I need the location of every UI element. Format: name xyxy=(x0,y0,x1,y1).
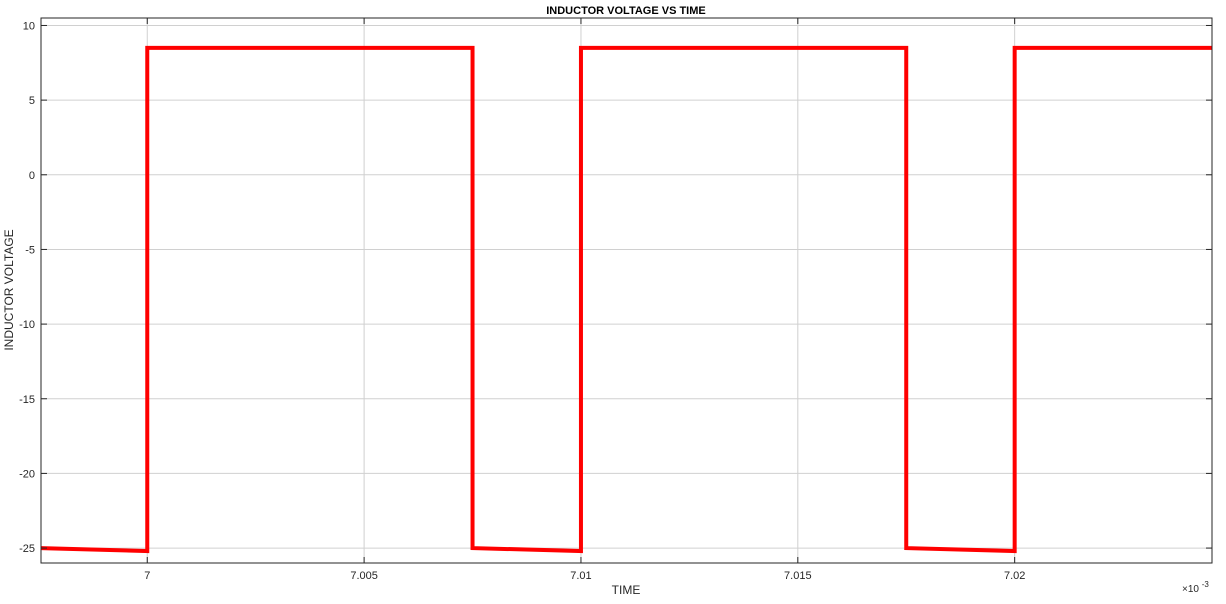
y-tick-label: 0 xyxy=(29,170,35,182)
series-line xyxy=(40,45,1212,554)
x-axis-exponent-base: ×10 xyxy=(1182,584,1199,595)
x-tick-label: 7 xyxy=(144,570,150,582)
plot-area xyxy=(41,18,1212,563)
y-tick-label: -20 xyxy=(19,468,35,480)
x-tick-label: 7.015 xyxy=(784,570,812,582)
y-axis-label: INDUCTOR VOLTAGE xyxy=(2,229,16,350)
x-tick-label: 7.01 xyxy=(570,570,591,582)
y-tick-label: -10 xyxy=(19,319,35,331)
y-tick-label: -15 xyxy=(19,394,35,406)
tick-marks xyxy=(41,18,1212,563)
x-tick-label: 7.02 xyxy=(1004,570,1025,582)
x-axis-exponent: ×10 -3 xyxy=(1182,580,1209,595)
y-tick-label: 5 xyxy=(29,95,35,107)
plot-frame xyxy=(40,17,1213,564)
series-layer xyxy=(40,45,1212,554)
x-tick-label: 7.005 xyxy=(350,570,378,582)
chart-title: INDUCTOR VOLTAGE VS TIME xyxy=(546,5,706,17)
x-axis-exponent-power: -3 xyxy=(1202,580,1210,589)
tick-labels: 7 7.005 7.01 7.015 7.02 10 5 0 -5 -10 -15 -20 -25 xyxy=(19,20,1025,582)
y-tick-label: 10 xyxy=(23,20,35,32)
y-tick-label: -25 xyxy=(19,543,35,555)
x-axis-label: TIME xyxy=(612,583,641,597)
y-tick-label: -5 xyxy=(25,244,35,256)
